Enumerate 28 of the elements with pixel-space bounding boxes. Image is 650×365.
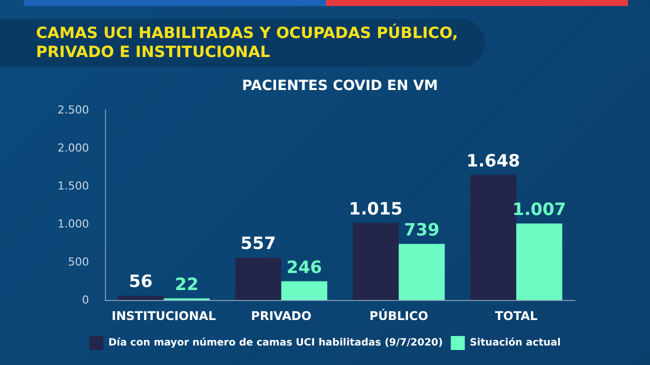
data-label: 56 xyxy=(128,272,153,292)
x-tick-label: TOTAL xyxy=(494,309,538,323)
bar xyxy=(352,222,399,300)
y-tick-label: 500 xyxy=(68,256,89,268)
data-label: 739 xyxy=(404,220,440,240)
chart-subtitle: PACIENTES COVID EN VM xyxy=(241,78,439,94)
bar xyxy=(281,281,328,300)
x-tick-label: INSTITUCIONAL xyxy=(112,309,216,323)
y-tick-label: 0 xyxy=(82,294,89,306)
y-tick-label: 2.000 xyxy=(58,142,89,154)
bar xyxy=(398,244,445,300)
data-label: 1.007 xyxy=(512,200,566,220)
chart-title: CAMAS UCI HABILITADAS Y OCUPADAS PÚBLICO, PRIVADO E INSTITUCIONAL xyxy=(36,24,460,62)
bar xyxy=(516,223,562,300)
data-label: 246 xyxy=(286,258,322,278)
data-label: 557 xyxy=(240,234,276,254)
data-label: 1.015 xyxy=(348,199,403,220)
x-tick-label: PRIVADO xyxy=(251,309,312,323)
bar xyxy=(118,296,164,300)
data-label: 22 xyxy=(174,274,199,295)
y-tick-label: 2.500 xyxy=(58,104,89,116)
y-tick-label: 1.000 xyxy=(58,218,89,230)
legend-label: Día con mayor número de camas UCI habilitadas (9/7/2020) xyxy=(108,338,443,348)
bar xyxy=(235,258,282,300)
y-tick-label: 1.500 xyxy=(58,180,89,192)
legend-label: Situación actual xyxy=(470,338,561,348)
x-tick-label: PÚBLICO xyxy=(369,308,428,323)
data-label: 1.648 xyxy=(466,151,520,172)
